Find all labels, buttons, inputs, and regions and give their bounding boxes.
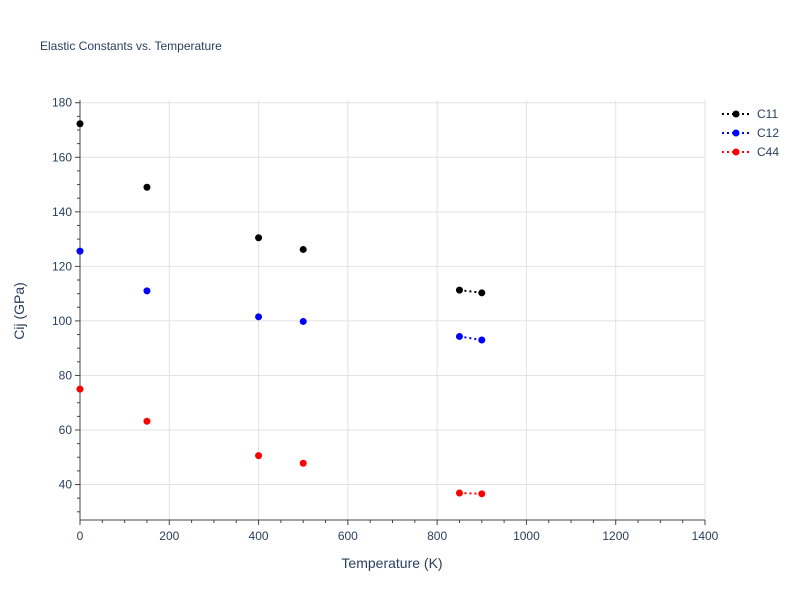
x-tick-label: 800 <box>427 529 447 543</box>
legend[interactable]: C11 C12 C44 <box>722 107 779 159</box>
data-point[interactable] <box>478 336 486 344</box>
data-point[interactable] <box>143 417 151 425</box>
data-point[interactable] <box>455 489 463 497</box>
x-tick-label: 1000 <box>513 529 540 543</box>
data-point[interactable] <box>76 385 84 393</box>
data-point[interactable] <box>299 245 307 253</box>
legend-item-c11[interactable]: C11 <box>722 107 778 121</box>
data-point[interactable] <box>255 234 263 242</box>
gridlines <box>80 100 706 520</box>
y-tick-label: 140 <box>52 205 72 219</box>
data-point[interactable] <box>478 490 486 498</box>
y-axis-title: Cij (GPa) <box>11 282 27 340</box>
x-tick-label: 400 <box>249 529 269 543</box>
data-point[interactable] <box>76 120 84 128</box>
legend-marker <box>732 148 740 156</box>
data-point[interactable] <box>478 289 486 297</box>
legend-label: C12 <box>757 126 779 140</box>
y-tick-label: 160 <box>52 150 72 164</box>
legend-marker <box>732 129 740 137</box>
y-tick-label: 180 <box>52 96 72 110</box>
series-line <box>459 492 482 495</box>
x-tick-label: 600 <box>338 529 358 543</box>
legend-marker <box>732 110 740 118</box>
series-layer <box>76 120 486 498</box>
legend-item-c12[interactable]: C12 <box>722 126 779 140</box>
y-tick-label: 100 <box>52 314 72 328</box>
y-tick-label: 120 <box>52 259 72 273</box>
y-tick-label: 60 <box>59 423 73 437</box>
legend-label: C11 <box>757 107 778 121</box>
x-tick-label: 200 <box>159 529 179 543</box>
series-c11 <box>76 120 486 297</box>
data-point[interactable] <box>255 452 263 460</box>
legend-item-c44[interactable]: C44 <box>722 145 779 159</box>
data-point[interactable] <box>455 286 463 294</box>
y-tick-label: 40 <box>59 478 73 492</box>
series-c44 <box>76 385 486 498</box>
data-point[interactable] <box>455 332 463 340</box>
data-point[interactable] <box>299 459 307 467</box>
x-tick-label: 1200 <box>602 529 629 543</box>
legend-label: C44 <box>757 145 779 159</box>
x-axis-title: Temperature (K) <box>341 555 442 571</box>
series-line <box>459 289 482 294</box>
x-tick-label: 1400 <box>692 529 719 543</box>
chart-title: Elastic Constants vs. Temperature <box>40 39 222 53</box>
data-point[interactable] <box>143 287 151 295</box>
series-line <box>459 335 482 341</box>
series-c12 <box>76 247 486 344</box>
data-point[interactable] <box>299 317 307 325</box>
x-tick-label: 0 <box>77 529 84 543</box>
y-tick-label: 80 <box>59 368 73 382</box>
data-point[interactable] <box>255 313 263 321</box>
data-point[interactable] <box>76 247 84 255</box>
data-point[interactable] <box>143 183 151 191</box>
axes: 0 200 400 600 800 1000 1200 1400 40 60 80 100 120 140… <box>52 96 719 543</box>
